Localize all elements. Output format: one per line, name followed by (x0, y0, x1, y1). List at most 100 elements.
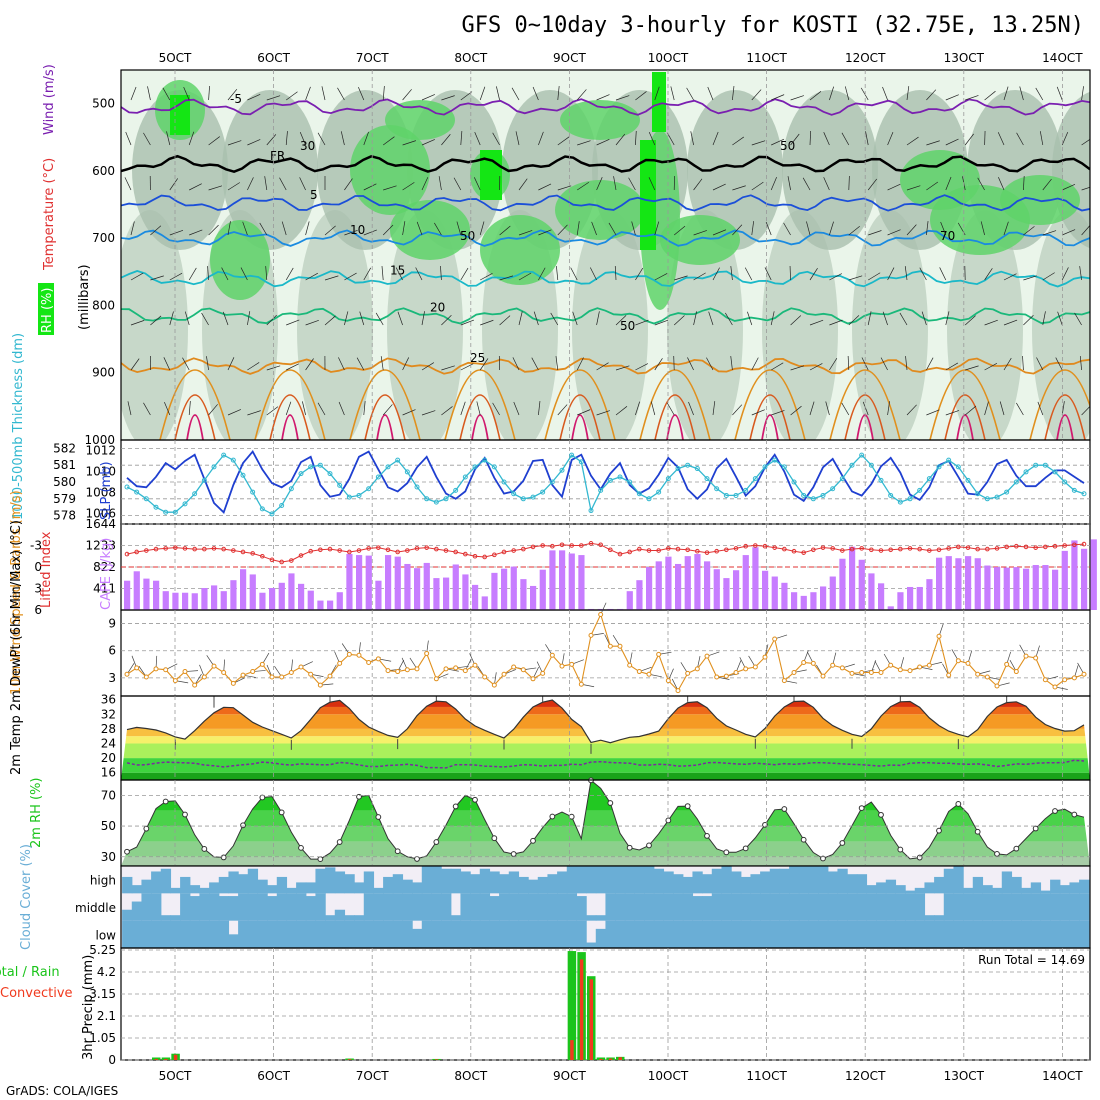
cape-bar (298, 583, 305, 610)
thickness-point (540, 489, 546, 495)
cloud-cover-bar (924, 915, 935, 921)
wind-barb (1037, 401, 1044, 416)
cloud-cover-bar (634, 920, 645, 948)
wind-barb (474, 131, 481, 146)
wind-barb (825, 401, 830, 416)
thickness-point (346, 494, 352, 500)
thickness-point (327, 471, 333, 477)
cloud-cover-bar (760, 893, 771, 921)
cape-tick-label: 411 (93, 582, 116, 596)
wind-barb (421, 311, 425, 326)
thickness-tick-label: 578 (53, 509, 76, 523)
wind-barb (460, 401, 466, 416)
wind-barb (667, 132, 675, 146)
wind-speed-point (1042, 677, 1048, 683)
thickness-point (143, 496, 149, 502)
temperature-band (121, 743, 1090, 759)
thickness-point (221, 452, 227, 458)
wind-tick-label: 3 (108, 671, 116, 685)
wind-speed-point (462, 668, 468, 674)
precip-tick-label: 3.15 (89, 987, 116, 1001)
wind-speed-point (810, 660, 816, 666)
thickness-point (163, 509, 169, 515)
lifted-index-tick-label: -3 (30, 539, 42, 553)
wind-barb (247, 139, 261, 146)
wind-barb (163, 357, 171, 371)
wind-speed-point (569, 661, 575, 667)
temperature-contour-hot (761, 414, 779, 440)
cape-bar (462, 574, 469, 610)
cloud-cover-bar (431, 866, 442, 894)
wind-barb (492, 402, 500, 416)
wind-barb (381, 266, 384, 281)
cloud-cover-bar (518, 920, 529, 948)
wind-barb (1042, 311, 1046, 326)
wind-barb (285, 91, 298, 101)
wind-barb (926, 140, 940, 146)
cape-bar (327, 600, 334, 610)
cloud-cover-bar (537, 876, 549, 894)
wind-barb (395, 267, 403, 281)
cloud-cover-bar (354, 882, 365, 894)
temperature-band (121, 772, 1090, 780)
wind-barb (557, 404, 568, 416)
cloud-cover-bar (644, 920, 655, 948)
cape-bar (1003, 567, 1010, 610)
wind-speed-point (975, 671, 981, 677)
temperature-contour (121, 154, 1090, 174)
pressure-tick-label: 800 (92, 298, 115, 312)
wind-speed-point (868, 669, 874, 675)
wind-barb (945, 94, 959, 101)
temperature-contour-label: 25 (470, 351, 485, 365)
wind-barb (538, 229, 552, 236)
wind-barb (631, 221, 636, 236)
thickness-point (917, 487, 923, 493)
cloud-cover-bar (276, 893, 288, 921)
cape-bar (994, 567, 1001, 610)
wind-barb (143, 402, 151, 416)
thickness-point (1004, 489, 1010, 495)
temperature-band (121, 728, 1090, 737)
cape-bar (858, 559, 865, 610)
wind-barb (654, 319, 669, 326)
rh-point (897, 846, 904, 853)
cape-bar (965, 556, 972, 610)
wind-barb (299, 131, 306, 146)
wind-speed-point (791, 669, 797, 675)
cloud-cover-bar (315, 893, 326, 921)
rh-green-area (390, 200, 470, 260)
cape-bar (452, 564, 459, 610)
thickness-point (897, 499, 903, 505)
wind-barb (613, 176, 617, 191)
wind-barb (147, 86, 151, 101)
wind-barb (688, 401, 694, 416)
cloud-cover-bar (615, 920, 626, 948)
wind-barb (809, 319, 824, 326)
cloud-cover-bar (731, 893, 742, 921)
thickness-point (404, 469, 410, 475)
wind-barb (905, 356, 908, 371)
cape-bar (984, 565, 991, 610)
wind-barb (829, 86, 835, 101)
top-x-axis: 5OCT 6OCT 7OCT 8OCT 9OCT 10OCT 11OCT 12OCT 13OCT… (159, 51, 1084, 65)
cloud-cover-bar (692, 920, 703, 948)
wind-speed-point (559, 663, 565, 669)
cape-bar (791, 592, 798, 610)
temperature-contour-warm (349, 369, 421, 440)
wind-speed-point (646, 671, 652, 677)
cloud-cover-bar (711, 893, 723, 921)
wind-barb (648, 177, 656, 191)
cape-bar (723, 578, 730, 610)
thickness-point (646, 496, 652, 502)
cloud-cover-bar (711, 920, 723, 948)
wind-barb (847, 355, 850, 371)
wind-speed-point (627, 662, 633, 668)
cloud-cover-bar (1069, 893, 1080, 921)
cloud-cover-bar (557, 893, 568, 921)
wind-barb (130, 320, 145, 326)
thickness-point (1033, 462, 1039, 468)
rh-point (742, 845, 749, 852)
cape-bar (897, 592, 904, 610)
